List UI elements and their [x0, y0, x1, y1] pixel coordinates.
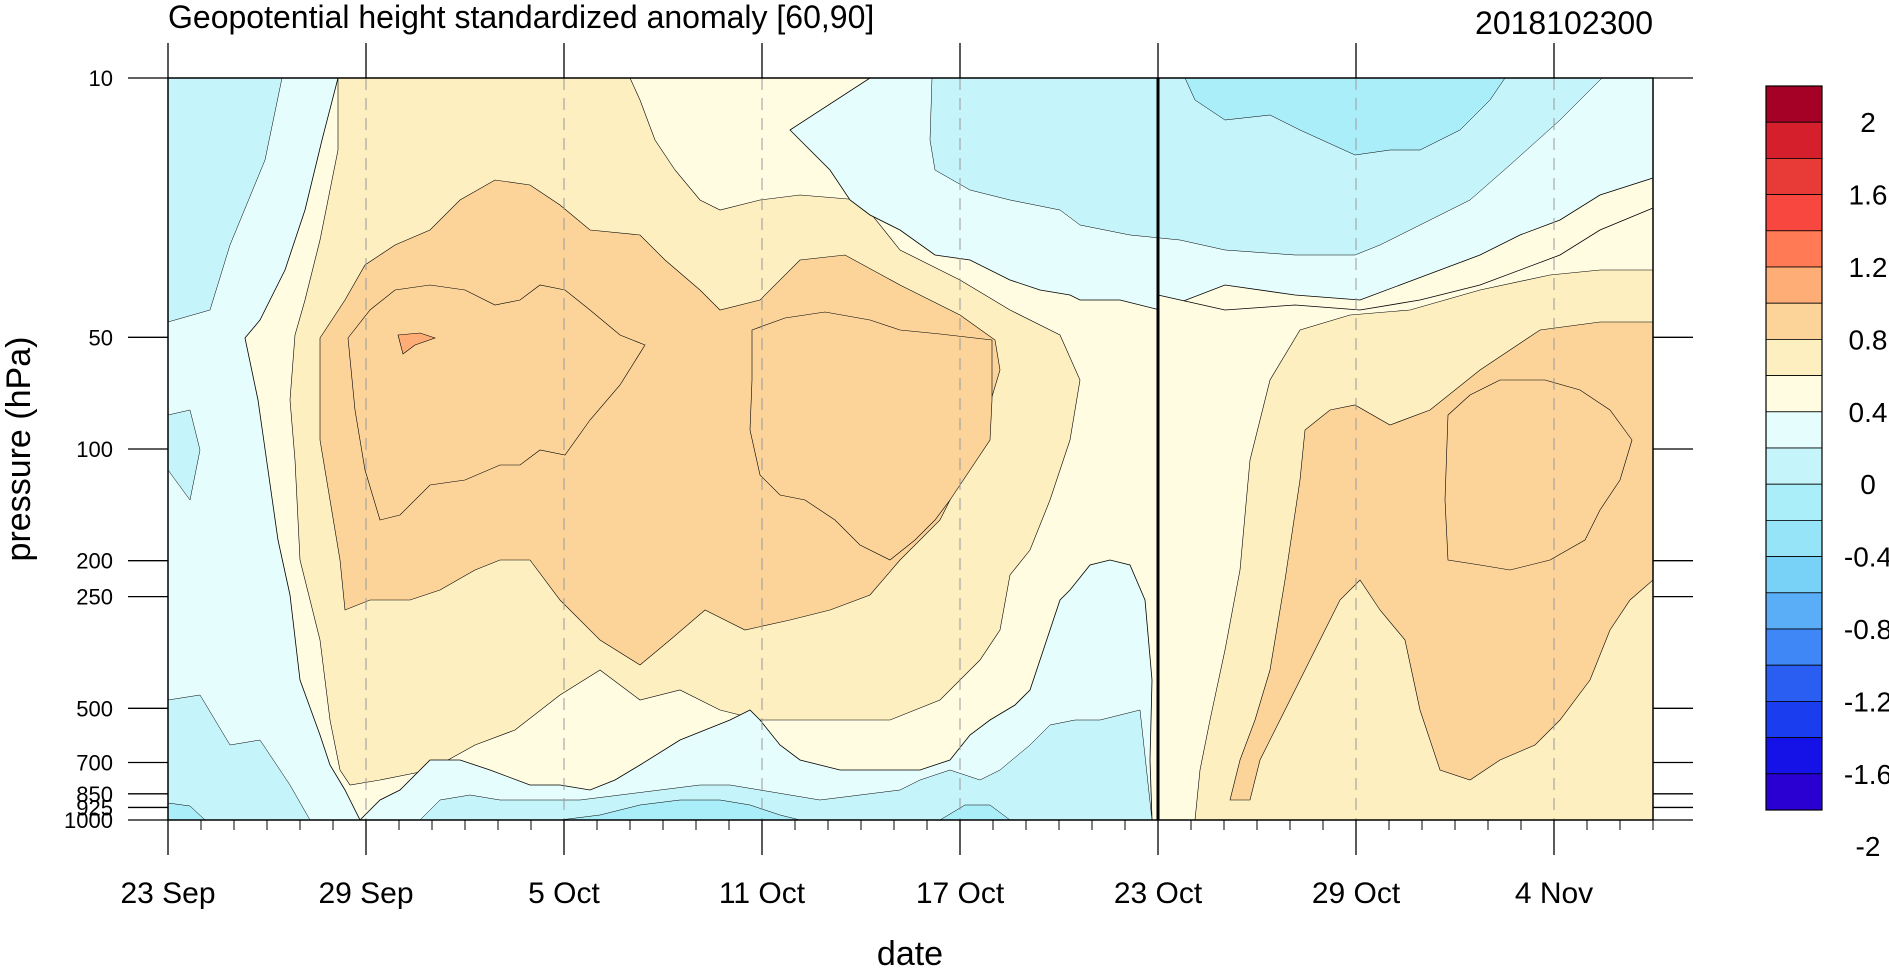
contour-fill-layers	[168, 78, 1653, 820]
x-tick-label: 4 Nov	[1515, 877, 1593, 910]
colorbar-swatch	[1765, 447, 1823, 485]
y-tick-label: 1000	[64, 808, 113, 833]
fill-pos-right-4	[1444, 379, 1633, 571]
fill-neg-bottom-2	[419, 709, 1153, 820]
colorbar-swatch	[1765, 338, 1823, 376]
colorbar-swatch	[1765, 483, 1823, 521]
y-tick-label: 10	[89, 66, 113, 91]
colorbar-label: -2	[1856, 831, 1881, 862]
x-tick-label: 17 Oct	[916, 877, 1005, 910]
colorbar-swatch	[1765, 230, 1823, 268]
fill-neg-bottom-3	[559, 799, 801, 820]
fill-pos-spot	[397, 332, 436, 355]
fill-neg-left-2	[168, 78, 283, 323]
y-tick-label: 200	[76, 549, 113, 574]
colorbar-swatch	[1765, 520, 1823, 558]
fill-pos-3-left	[347, 284, 646, 521]
colorbar-label: 2	[1860, 107, 1876, 138]
fill-neg-left-4	[168, 694, 311, 820]
colorbar-label: -0.8	[1844, 614, 1889, 645]
y-tick-label: 100	[76, 437, 113, 462]
colorbar-swatch	[1765, 556, 1823, 594]
colorbar-swatch	[1765, 701, 1823, 739]
colorbar: 2 1.6 1.2 0.8 0.4 0 -0.4 -0.8 -1.2 -1.6 -2	[1765, 85, 1889, 862]
colorbar-swatch	[1765, 266, 1823, 304]
x-axis: 23 Sep 29 Sep 5 Oct 11 Oct 17 Oct 23 Oct 29 Oc…	[120, 43, 1654, 910]
x-axis-label: date	[877, 935, 943, 969]
colorbar-swatch	[1765, 592, 1823, 630]
colorbar-swatch	[1765, 411, 1823, 449]
x-tick-label: 29 Sep	[318, 877, 413, 910]
colorbar-swatch	[1765, 157, 1823, 195]
y-tick-label: 250	[76, 585, 113, 610]
colorbar-swatch	[1765, 375, 1823, 413]
grid-lines	[365, 78, 1555, 820]
colorbar-label: 0.4	[1849, 397, 1888, 428]
colorbar-swatch	[1765, 194, 1823, 232]
x-tick-label: 11 Oct	[719, 877, 806, 910]
colorbar-swatch	[1765, 302, 1823, 340]
fill-neg-bottom-4	[939, 804, 1011, 820]
x-tick-label: 23 Oct	[1114, 877, 1203, 910]
colorbar-label: -0.4	[1844, 542, 1889, 573]
colorbar-frame	[1765, 85, 1823, 811]
colorbar-swatch	[1765, 628, 1823, 666]
colorbar-label: -1.2	[1844, 686, 1889, 717]
fill-neg-left-3	[168, 409, 201, 501]
colorbar-swatch	[1765, 773, 1823, 811]
colorbar-swatch	[1765, 85, 1823, 123]
y-tick-label: 700	[76, 751, 113, 776]
colorbar-swatch	[1765, 664, 1823, 702]
colorbar-label: 0	[1860, 469, 1876, 500]
colorbar-label: 1.2	[1849, 252, 1888, 283]
x-tick-label: 29 Oct	[1312, 877, 1401, 910]
chart-timestamp: 2018102300	[1475, 5, 1653, 41]
y-tick-label: 850	[76, 782, 113, 807]
fill-neg-left-5	[168, 802, 206, 820]
colorbar-label: 0.8	[1849, 324, 1888, 355]
y-tick-label: 500	[76, 696, 113, 721]
chart-title: Geopotential height standardized anomaly…	[168, 0, 874, 35]
colorbar-swatch	[1765, 121, 1823, 159]
colorbar-label: -1.6	[1844, 759, 1889, 790]
y-axis-label: pressure (hPa)	[0, 337, 38, 562]
fill-pos-3-right	[749, 311, 993, 561]
x-tick-label: 5 Oct	[528, 877, 600, 910]
colorbar-swatch	[1765, 737, 1823, 775]
y-tick-label: 50	[89, 325, 113, 350]
fill-neg-right-3	[1184, 78, 1506, 156]
y-tick-label: 925	[76, 795, 113, 820]
fill-neg-bottom	[359, 559, 1153, 820]
colorbar-label: 1.6	[1849, 180, 1888, 211]
x-tick-label: 23 Sep	[120, 877, 215, 910]
